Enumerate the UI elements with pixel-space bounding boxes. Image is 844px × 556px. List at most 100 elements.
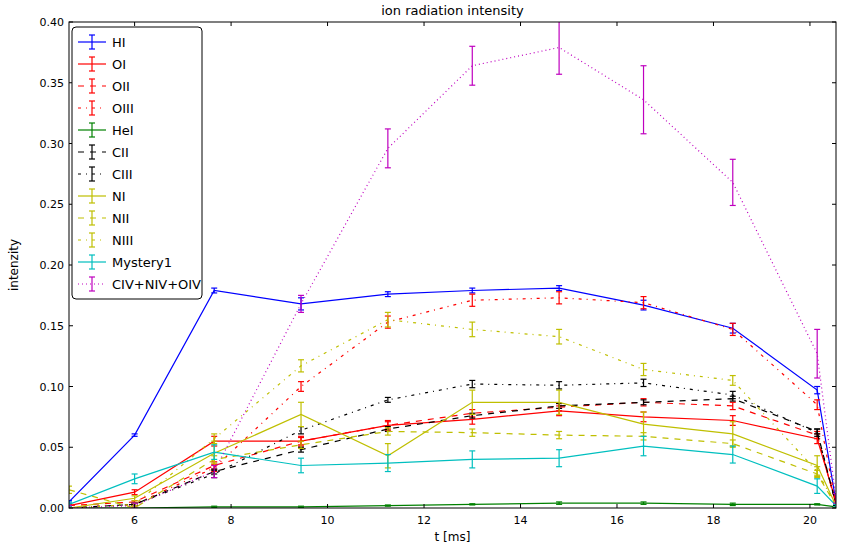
error-cap [641,411,647,412]
y-tick [69,386,73,387]
x-tick-label: 18 [706,514,720,527]
series-line [69,446,836,506]
error-bar [556,502,562,504]
error-cap [385,128,391,129]
error-cap [641,308,647,309]
legend-label: CII [112,145,129,160]
error-bar [132,474,138,484]
error-cap [211,443,217,444]
y-tick-label: 0.15 [40,320,65,333]
legend-cap [89,114,95,115]
error-cap [385,296,391,297]
error-cap [556,449,562,450]
y-tick-label: 0.30 [40,138,65,151]
y-axis-label: intenzity [7,239,21,291]
error-bar [469,429,475,436]
error-cap [469,390,475,391]
error-stem [559,292,560,304]
error-cap [211,465,217,466]
legend-errorbar [91,189,92,203]
error-cap [814,503,820,504]
error-bar [469,451,475,468]
error-cap [814,493,820,494]
error-cap [132,473,138,474]
error-cap [469,387,475,388]
error-stem [643,363,644,375]
error-cap [814,393,820,394]
error-cap [730,462,736,463]
error-cap [814,478,820,479]
error-stem [300,295,301,312]
y-tick [832,508,836,509]
error-cap [298,426,304,427]
error-cap [730,421,736,422]
error-cap [469,322,475,323]
x-tick [713,22,714,26]
error-cap [385,312,391,313]
error-stem [300,441,301,448]
y-tick [69,508,73,509]
error-stem [472,294,473,306]
error-cap [298,371,304,372]
series-line [69,298,836,508]
error-cap [211,462,217,463]
error-stem [817,429,818,436]
y-tick [69,325,73,326]
error-bar [730,402,736,409]
series-line [69,399,836,508]
legend-cap [89,92,95,93]
error-cap [469,417,475,418]
error-stem [472,390,473,414]
y-tick-label: 0.25 [40,198,65,211]
error-cap [556,501,562,502]
legend-handle [78,189,106,203]
error-cap [814,386,820,387]
error-bar [211,445,217,460]
error-bar [641,412,647,436]
error-cap [132,500,138,501]
error-cap [556,343,562,344]
error-bar [641,436,647,455]
x-tick [713,504,714,508]
error-cap [730,503,736,504]
error-bar [385,129,391,168]
error-bar [298,382,304,392]
error-cap [641,379,647,380]
error-cap [132,489,138,490]
error-stem [387,428,388,435]
error-cap [385,420,391,421]
error-stem [472,451,473,468]
error-bar [211,288,217,293]
error-cap [641,133,647,134]
legend-frame [72,27,202,299]
error-stem [732,391,733,398]
series-line [69,402,836,505]
x-tick [134,504,135,508]
legend-handle [78,145,106,159]
error-bar [814,504,820,505]
error-cap [641,398,647,399]
error-cap [132,503,138,504]
chart: 681012141618200.000.050.100.150.200.250.… [0,0,844,556]
error-bar [641,502,647,504]
error-stem [214,465,215,477]
error-bar [385,397,391,402]
error-cap [298,433,304,434]
error-stem [387,455,388,472]
y-tick [832,204,836,205]
series-line [69,383,836,508]
error-cap [730,445,736,446]
error-stem [387,312,388,327]
legend-handle [78,79,106,93]
error-cap [211,292,217,293]
legend-cap [89,188,95,189]
x-tick [231,22,232,26]
error-bar [556,22,562,74]
x-tick [520,504,521,508]
legend-cap [89,290,95,291]
error-bar [641,66,647,134]
error-stem [643,436,644,455]
error-bar [211,434,217,444]
error-cap [556,74,562,75]
error-cap [814,476,820,477]
